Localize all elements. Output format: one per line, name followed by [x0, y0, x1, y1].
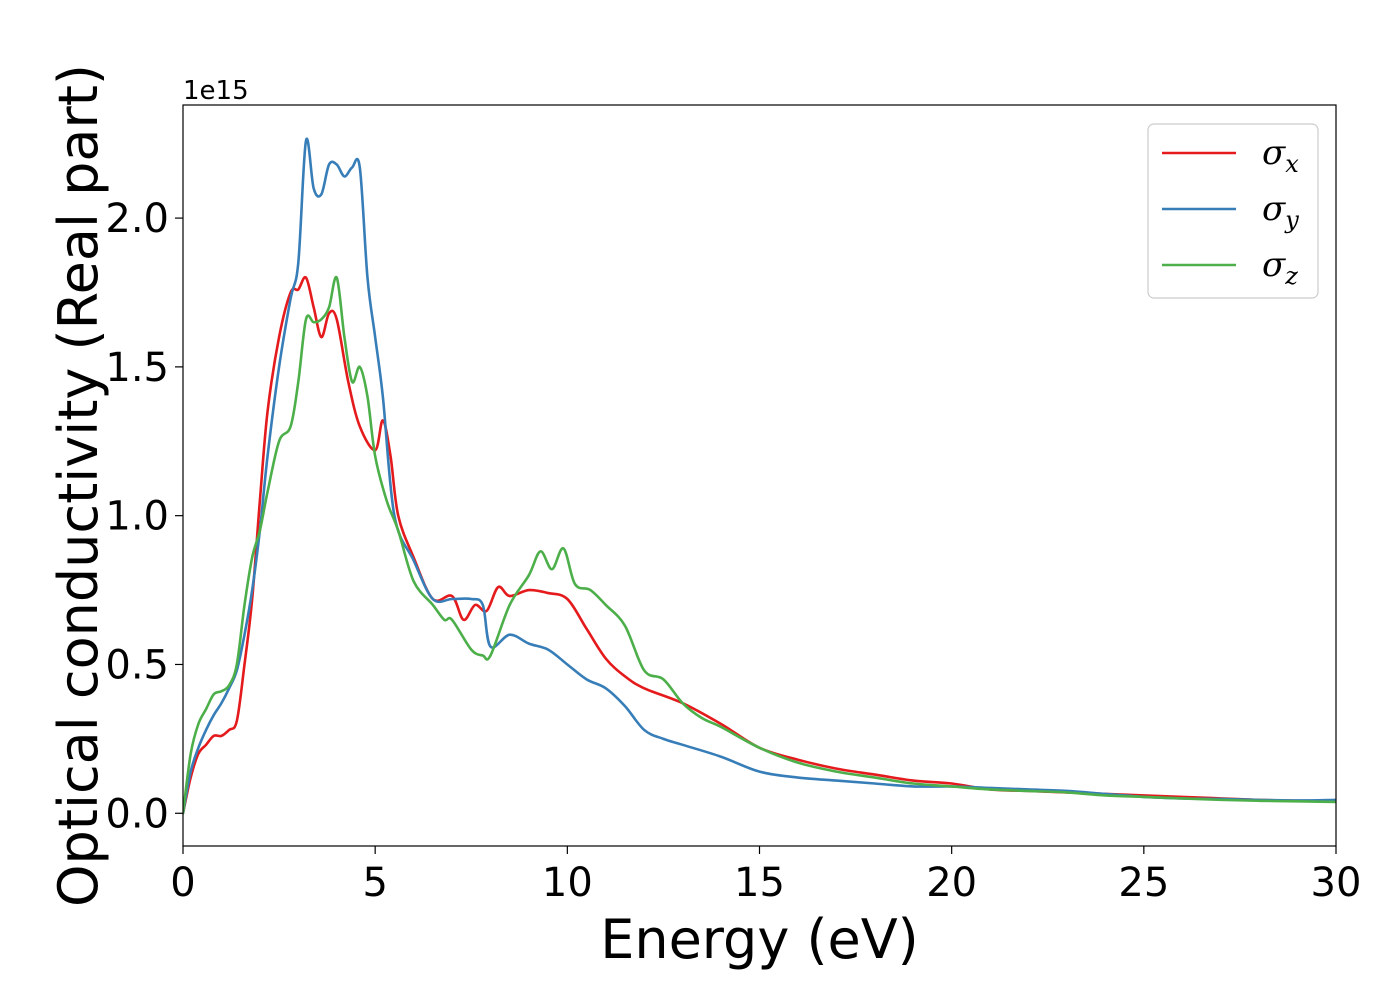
series-line-x [183, 275, 1336, 815]
legend-box [1147, 123, 1319, 299]
x-tick-label: 5 [362, 860, 387, 906]
x-tick-label: 0 [170, 860, 195, 906]
legend-label: σx [1262, 133, 1299, 178]
y-axis-title: Optical conductivity (Real part) [47, 64, 110, 907]
series-layer [183, 137, 1336, 815]
y-tick-label: 0.5 [105, 642, 169, 688]
y-tick-label: 1.0 [105, 494, 169, 540]
legend-item-z: σz [1162, 245, 1298, 290]
y-tick-label: 1.5 [105, 345, 169, 391]
legend-item-y: σy [1162, 189, 1299, 234]
series-line-z [183, 275, 1336, 815]
y-tick-label: 2.0 [105, 196, 169, 242]
x-axis-ticks: 0 5 10 15 20 25 30 [170, 846, 1361, 906]
legend-label: σz [1262, 245, 1298, 290]
x-tick-label: 10 [542, 860, 593, 906]
x-tick-label: 20 [926, 860, 977, 906]
y-tick-label: 0.0 [105, 791, 169, 837]
x-axis-title: Energy (eV) [600, 908, 919, 971]
y-axis-ticks: 0.0 0.5 1.0 1.5 2.0 [105, 196, 183, 837]
legend-label: σy [1262, 189, 1299, 234]
x-tick-label: 15 [734, 860, 785, 906]
legend: σx σy σz [1147, 123, 1319, 299]
y-offset-label: 1e15 [183, 76, 249, 106]
x-tick-label: 30 [1311, 860, 1362, 906]
legend-item-x: σx [1162, 133, 1299, 178]
x-tick-label: 25 [1118, 860, 1169, 906]
